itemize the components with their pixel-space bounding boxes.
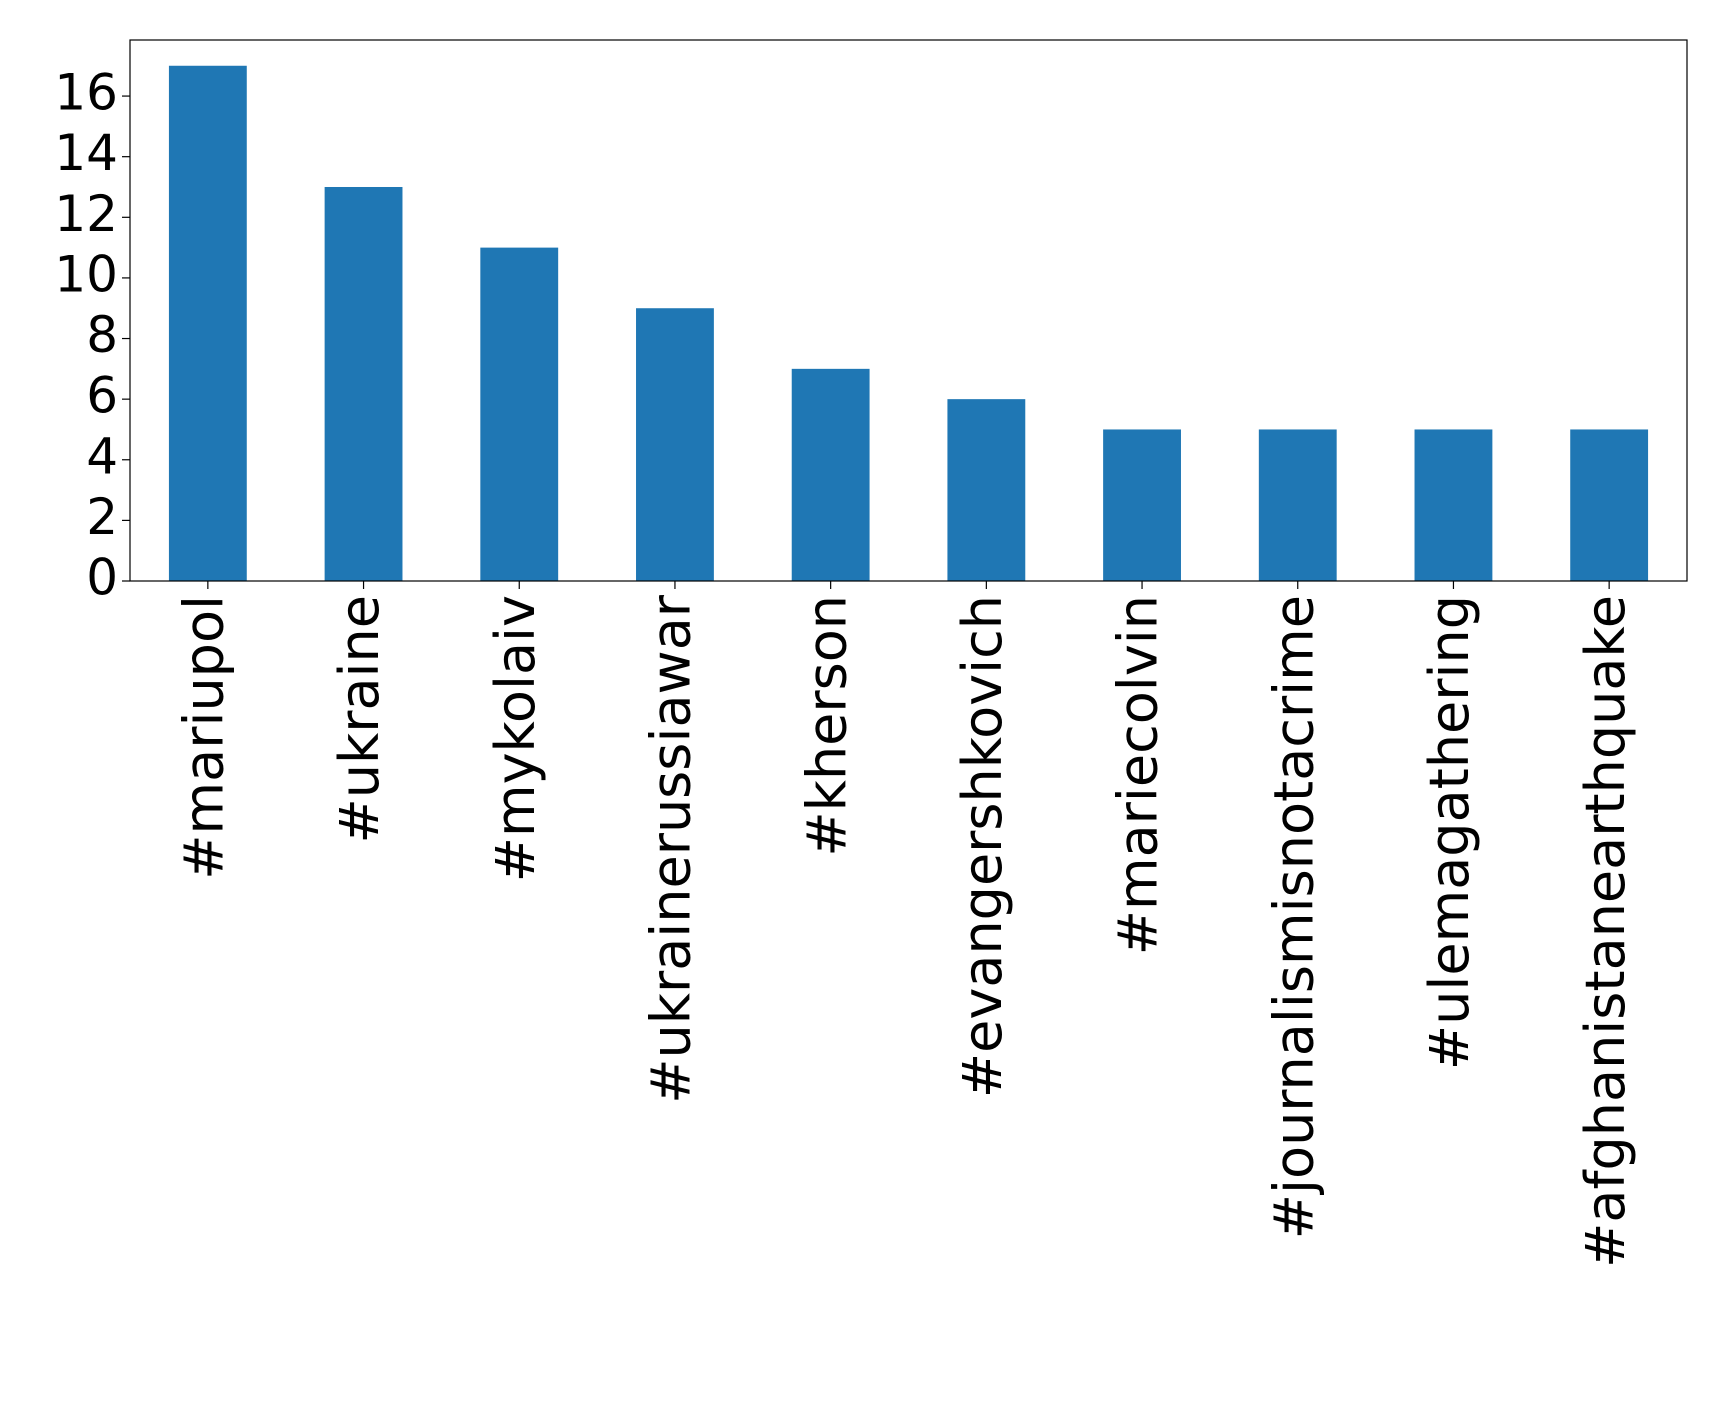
bar <box>1103 429 1181 581</box>
bar <box>480 247 559 581</box>
x-tick-label: #ulemagathering <box>1418 595 1481 1070</box>
bar <box>1414 429 1493 581</box>
x-tick-label: #afghanistanearthquake <box>1574 595 1637 1268</box>
bar <box>1258 429 1337 581</box>
x-tick-label: #journalismisnotacrime <box>1262 595 1325 1239</box>
y-tick-label: 4 <box>86 427 118 485</box>
x-tick-label: #evangershkovich <box>951 595 1014 1098</box>
y-tick-label: 0 <box>86 549 118 607</box>
y-tick-label: 8 <box>86 306 118 364</box>
bar <box>168 65 247 581</box>
y-tick-label: 10 <box>54 245 118 303</box>
bar <box>636 308 714 581</box>
bar <box>947 399 1026 581</box>
x-tick-label: #ukraine <box>328 595 391 843</box>
plot-frame <box>129 39 1688 582</box>
y-tick-label: 12 <box>54 185 118 243</box>
y-tick-label: 6 <box>86 367 118 425</box>
x-tick-label: #mariecolvin <box>1107 595 1170 955</box>
y-tick-label: 16 <box>54 64 118 122</box>
y-tick-label: 14 <box>54 124 118 182</box>
bar <box>324 186 403 582</box>
x-tick-label: #ukrainerussiawar <box>640 594 703 1104</box>
bar <box>1570 429 1649 581</box>
x-tick-label: #kherson <box>795 595 858 857</box>
x-tick-label: #mariupol <box>172 595 235 880</box>
bar <box>791 368 870 581</box>
y-tick-label: 2 <box>86 488 118 546</box>
x-tick-label: #mykolaiv <box>484 595 547 882</box>
